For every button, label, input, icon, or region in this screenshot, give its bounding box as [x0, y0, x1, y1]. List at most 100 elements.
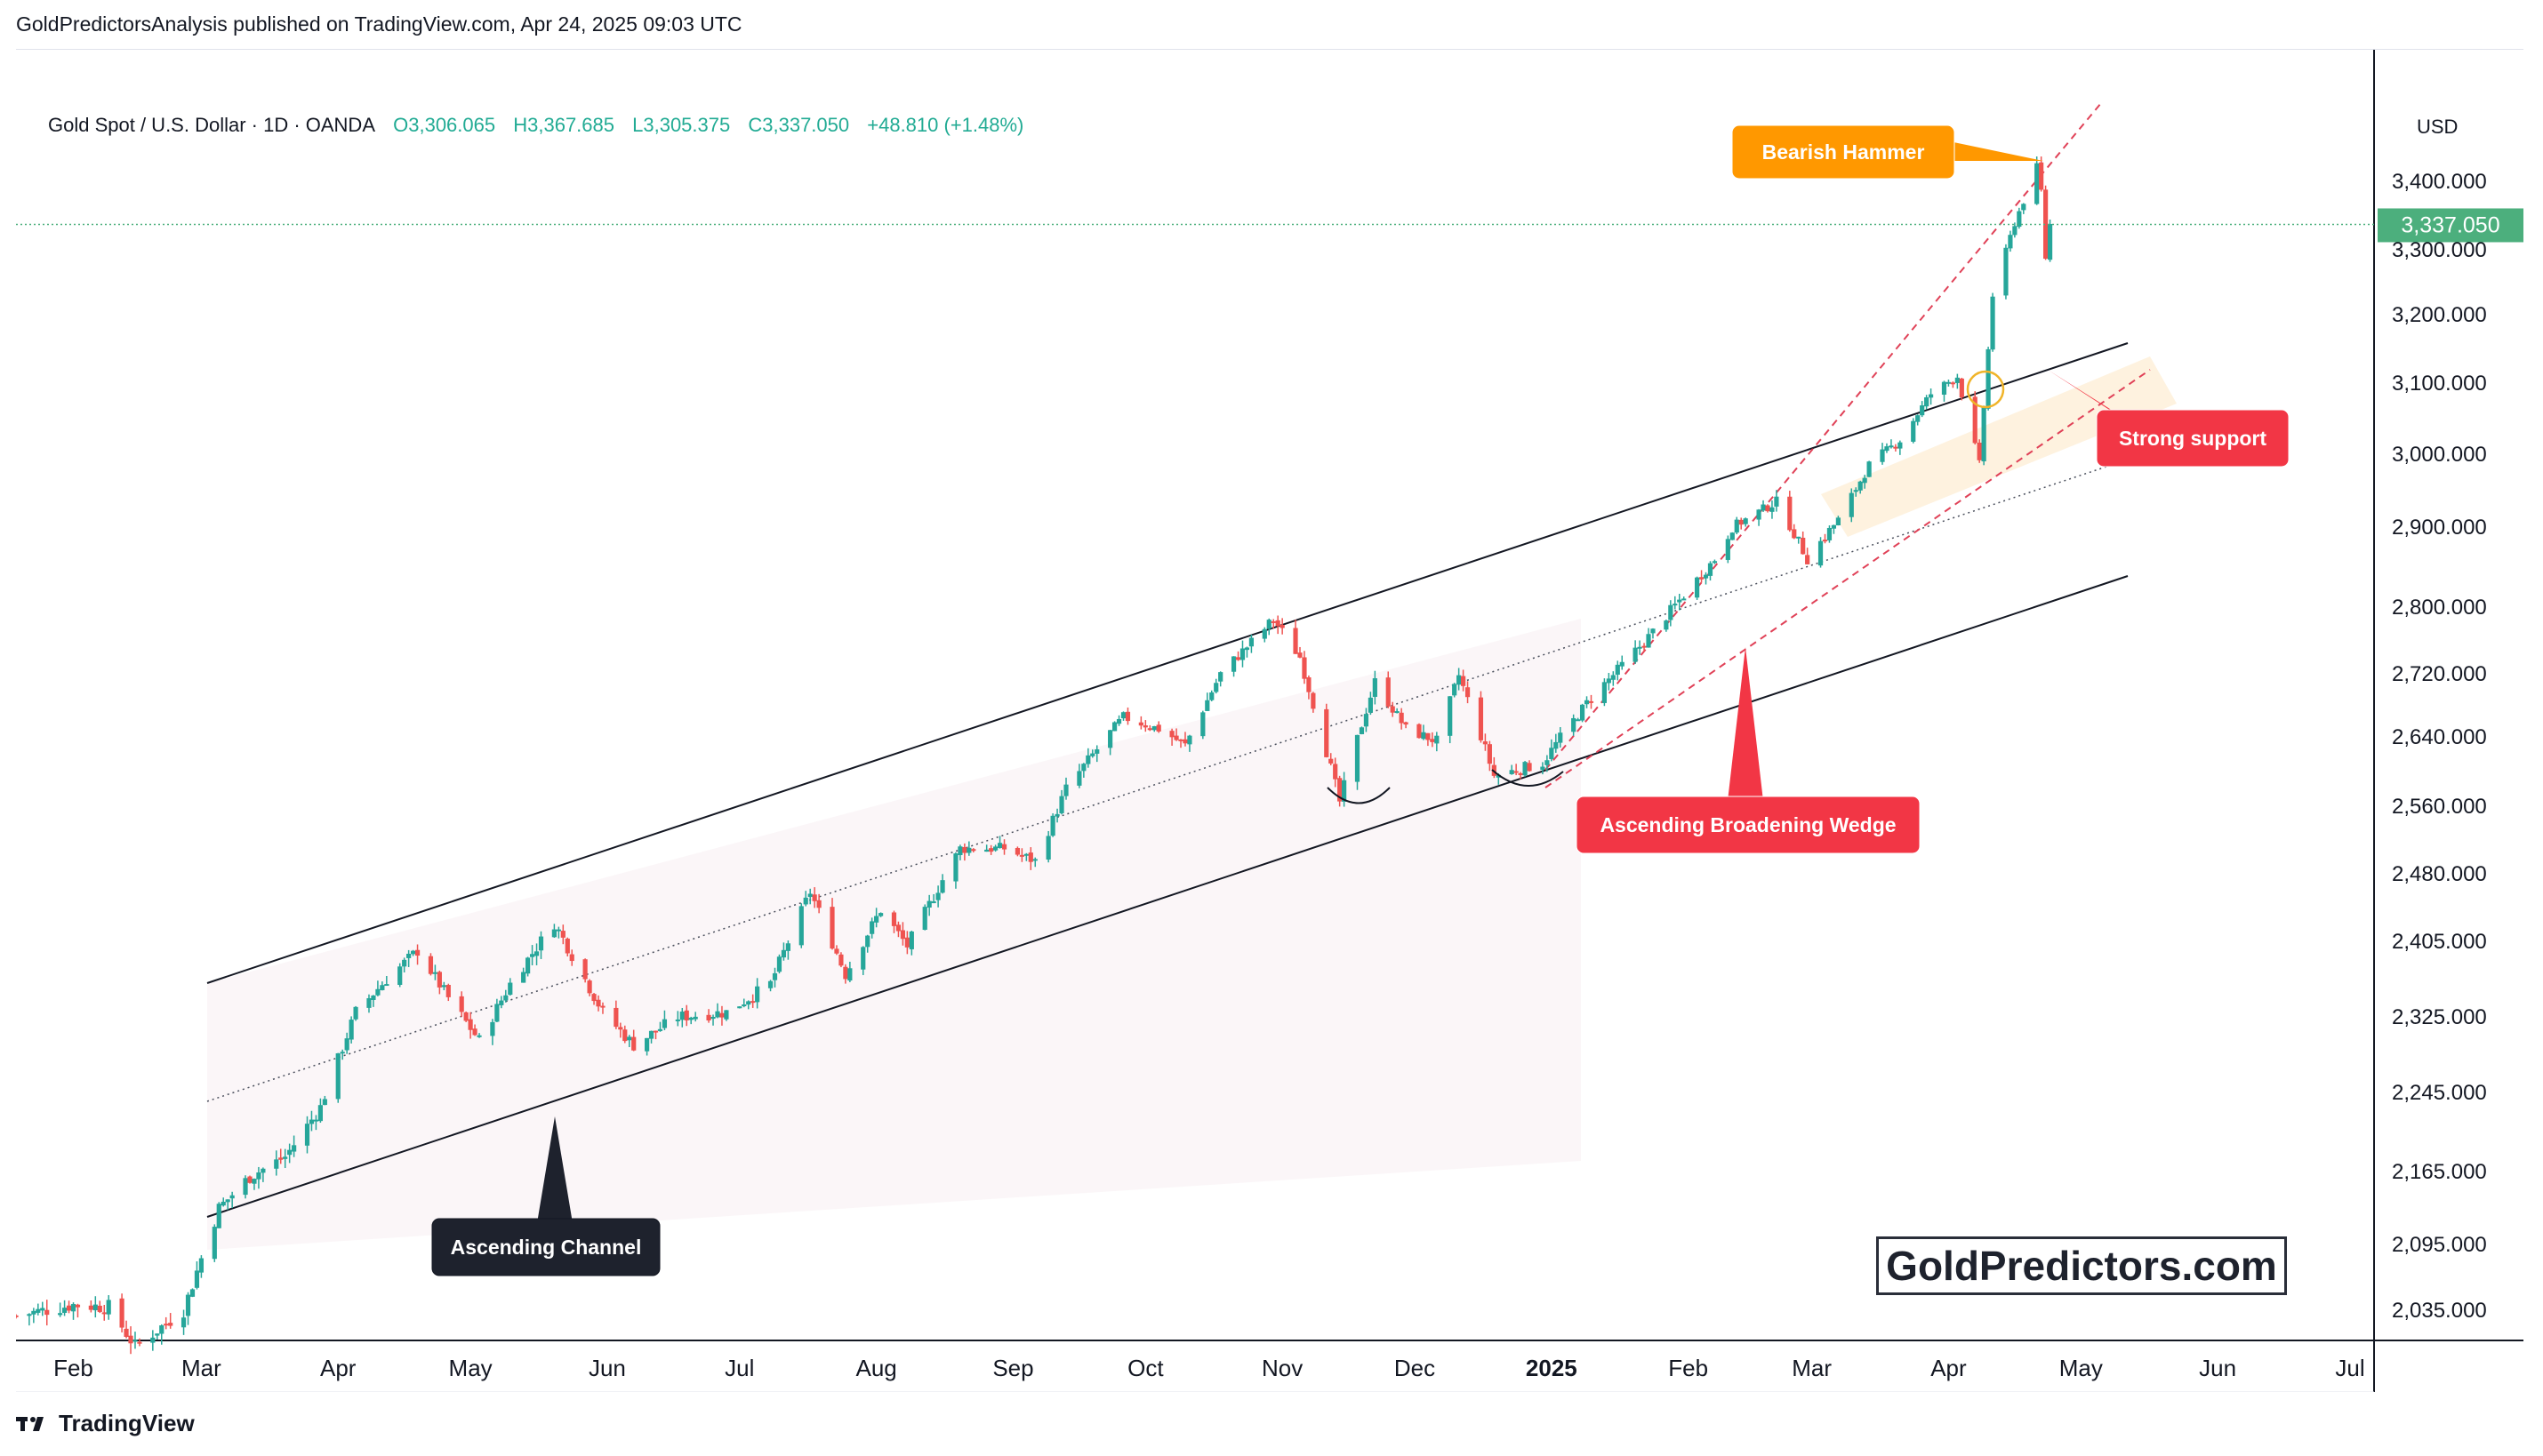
price-chart[interactable]: 3,337.050 3,400.000 3,300.000 3,200.000 3,1…: [16, 50, 2523, 1392]
candle-body: [1911, 420, 1916, 442]
candle-body: [1924, 397, 1929, 407]
candle-body: [1218, 672, 1223, 682]
candle-body: [1363, 714, 1369, 727]
candle-body: [1796, 536, 1801, 539]
candle-body: [88, 1305, 93, 1310]
candle-body: [1235, 657, 1241, 660]
candle-body: [715, 1011, 720, 1018]
candle-body: [1610, 675, 1616, 680]
candle-body: [1108, 730, 1113, 748]
candle-body: [1425, 732, 1431, 740]
candle-body: [1297, 652, 1303, 658]
symbol-legend: Gold Spot / U.S. Dollar · 1D · OANDA O3,…: [48, 114, 1036, 137]
publisher-line: GoldPredictorsAnalysis published on Trad…: [16, 12, 742, 36]
candle-body: [984, 849, 990, 852]
x-tick-label: Mar: [181, 1355, 221, 1381]
reaction-arc: [1327, 787, 1391, 804]
current-price-tag[interactable]: [2378, 208, 2523, 243]
bearish-hammer-callout-box[interactable]: [1731, 124, 1955, 180]
candle-body: [1248, 637, 1255, 647]
candle-body: [503, 995, 509, 1001]
chart-area[interactable]: 3,337.050 3,400.000 3,300.000 3,200.000 3,1…: [16, 49, 2523, 1392]
candle-body: [1817, 540, 1824, 566]
candle-body: [688, 1017, 694, 1020]
channel-shading: [207, 619, 1581, 1250]
candle-body: [1774, 496, 1779, 507]
candle-body: [1390, 706, 1395, 713]
legend-high: H3,367.685: [513, 114, 614, 136]
candle-body: [1478, 697, 1484, 740]
candle-body: [490, 1021, 495, 1036]
candle-body: [843, 966, 848, 980]
legend-close: C3,337.050: [748, 114, 850, 136]
candle-body: [657, 1028, 663, 1031]
candle-body: [1522, 762, 1528, 776]
candle-body: [1985, 348, 1991, 409]
broadening-wedge-callout-box[interactable]: [1576, 796, 1921, 854]
candle-body: [1342, 780, 1347, 802]
candle-body: [1698, 577, 1705, 580]
x-tick-label: Jul: [725, 1355, 754, 1381]
candle-body: [1023, 853, 1029, 856]
candle-body: [1275, 620, 1280, 627]
candle-body: [962, 846, 967, 853]
candle-body: [1178, 739, 1183, 741]
candle-body: [781, 949, 787, 958]
candle-body: [92, 1304, 98, 1311]
x-tick-label: Mar: [1792, 1355, 1832, 1381]
candle-body: [684, 1010, 689, 1020]
candle-body: [58, 1313, 63, 1316]
candle-body: [70, 1304, 76, 1312]
y-tick-label: 2,800.000: [2392, 596, 2487, 620]
candle-body: [180, 1317, 187, 1328]
candle-body: [1147, 728, 1152, 731]
strong-support-callout-box[interactable]: [2096, 409, 2290, 468]
candle-body: [31, 1310, 36, 1315]
candle-body: [834, 948, 839, 954]
candle-body: [927, 900, 932, 908]
candle-body: [525, 957, 531, 974]
bearish-hammer-callout-text: Bearish Hammer: [1762, 140, 1925, 164]
candle-body: [499, 1000, 504, 1005]
x-tick-label: May: [2059, 1355, 2103, 1381]
candle-body: [560, 931, 566, 938]
candle-body: [292, 1145, 297, 1152]
candle-body: [402, 959, 407, 967]
candle-body: [1831, 524, 1837, 529]
candle-body: [1579, 704, 1585, 721]
candle-body: [551, 929, 557, 938]
candle-body: [1743, 518, 1748, 524]
candle-body: [468, 1019, 473, 1030]
bearish-hammer-callout-pointer: [1937, 139, 2043, 161]
candle-body: [644, 1037, 650, 1052]
candle-body: [618, 1027, 623, 1030]
y-tick-label: 2,325.000: [2392, 1005, 2487, 1029]
footer-brand-text: TradingView: [59, 1410, 195, 1436]
candle-body: [1606, 678, 1611, 684]
candle-body: [106, 1300, 111, 1315]
candle-body: [1571, 717, 1576, 732]
candle-body: [1576, 719, 1581, 722]
candle-body: [1707, 563, 1713, 576]
current-price-value: 3,337.050: [2401, 212, 2499, 237]
candle-body: [2043, 189, 2049, 260]
currency-label[interactable]: USD: [2417, 116, 2459, 138]
candle-body: [591, 994, 597, 1002]
candle-body: [1482, 741, 1488, 745]
candle-body: [1328, 758, 1334, 764]
candle-body: [627, 1036, 632, 1041]
footer-branding[interactable]: TradingView: [16, 1410, 195, 1437]
candle-body: [533, 951, 540, 956]
candle-body: [132, 1340, 138, 1342]
candle-body: [693, 1016, 698, 1020]
x-tick-label: Nov: [1262, 1355, 1303, 1381]
legend-symbol[interactable]: Gold Spot / U.S. Dollar · 1D · OANDA: [48, 114, 375, 136]
candle-body: [212, 1227, 217, 1260]
y-tick-label: 3,100.000: [2392, 372, 2487, 396]
ascending-channel-callout-box[interactable]: [431, 1218, 661, 1276]
candle-body: [335, 1052, 341, 1100]
y-tick-label: 2,720.000: [2392, 662, 2487, 686]
candle-body: [97, 1305, 102, 1312]
x-tick-label: Aug: [855, 1355, 896, 1381]
candle-body: [1333, 764, 1338, 780]
